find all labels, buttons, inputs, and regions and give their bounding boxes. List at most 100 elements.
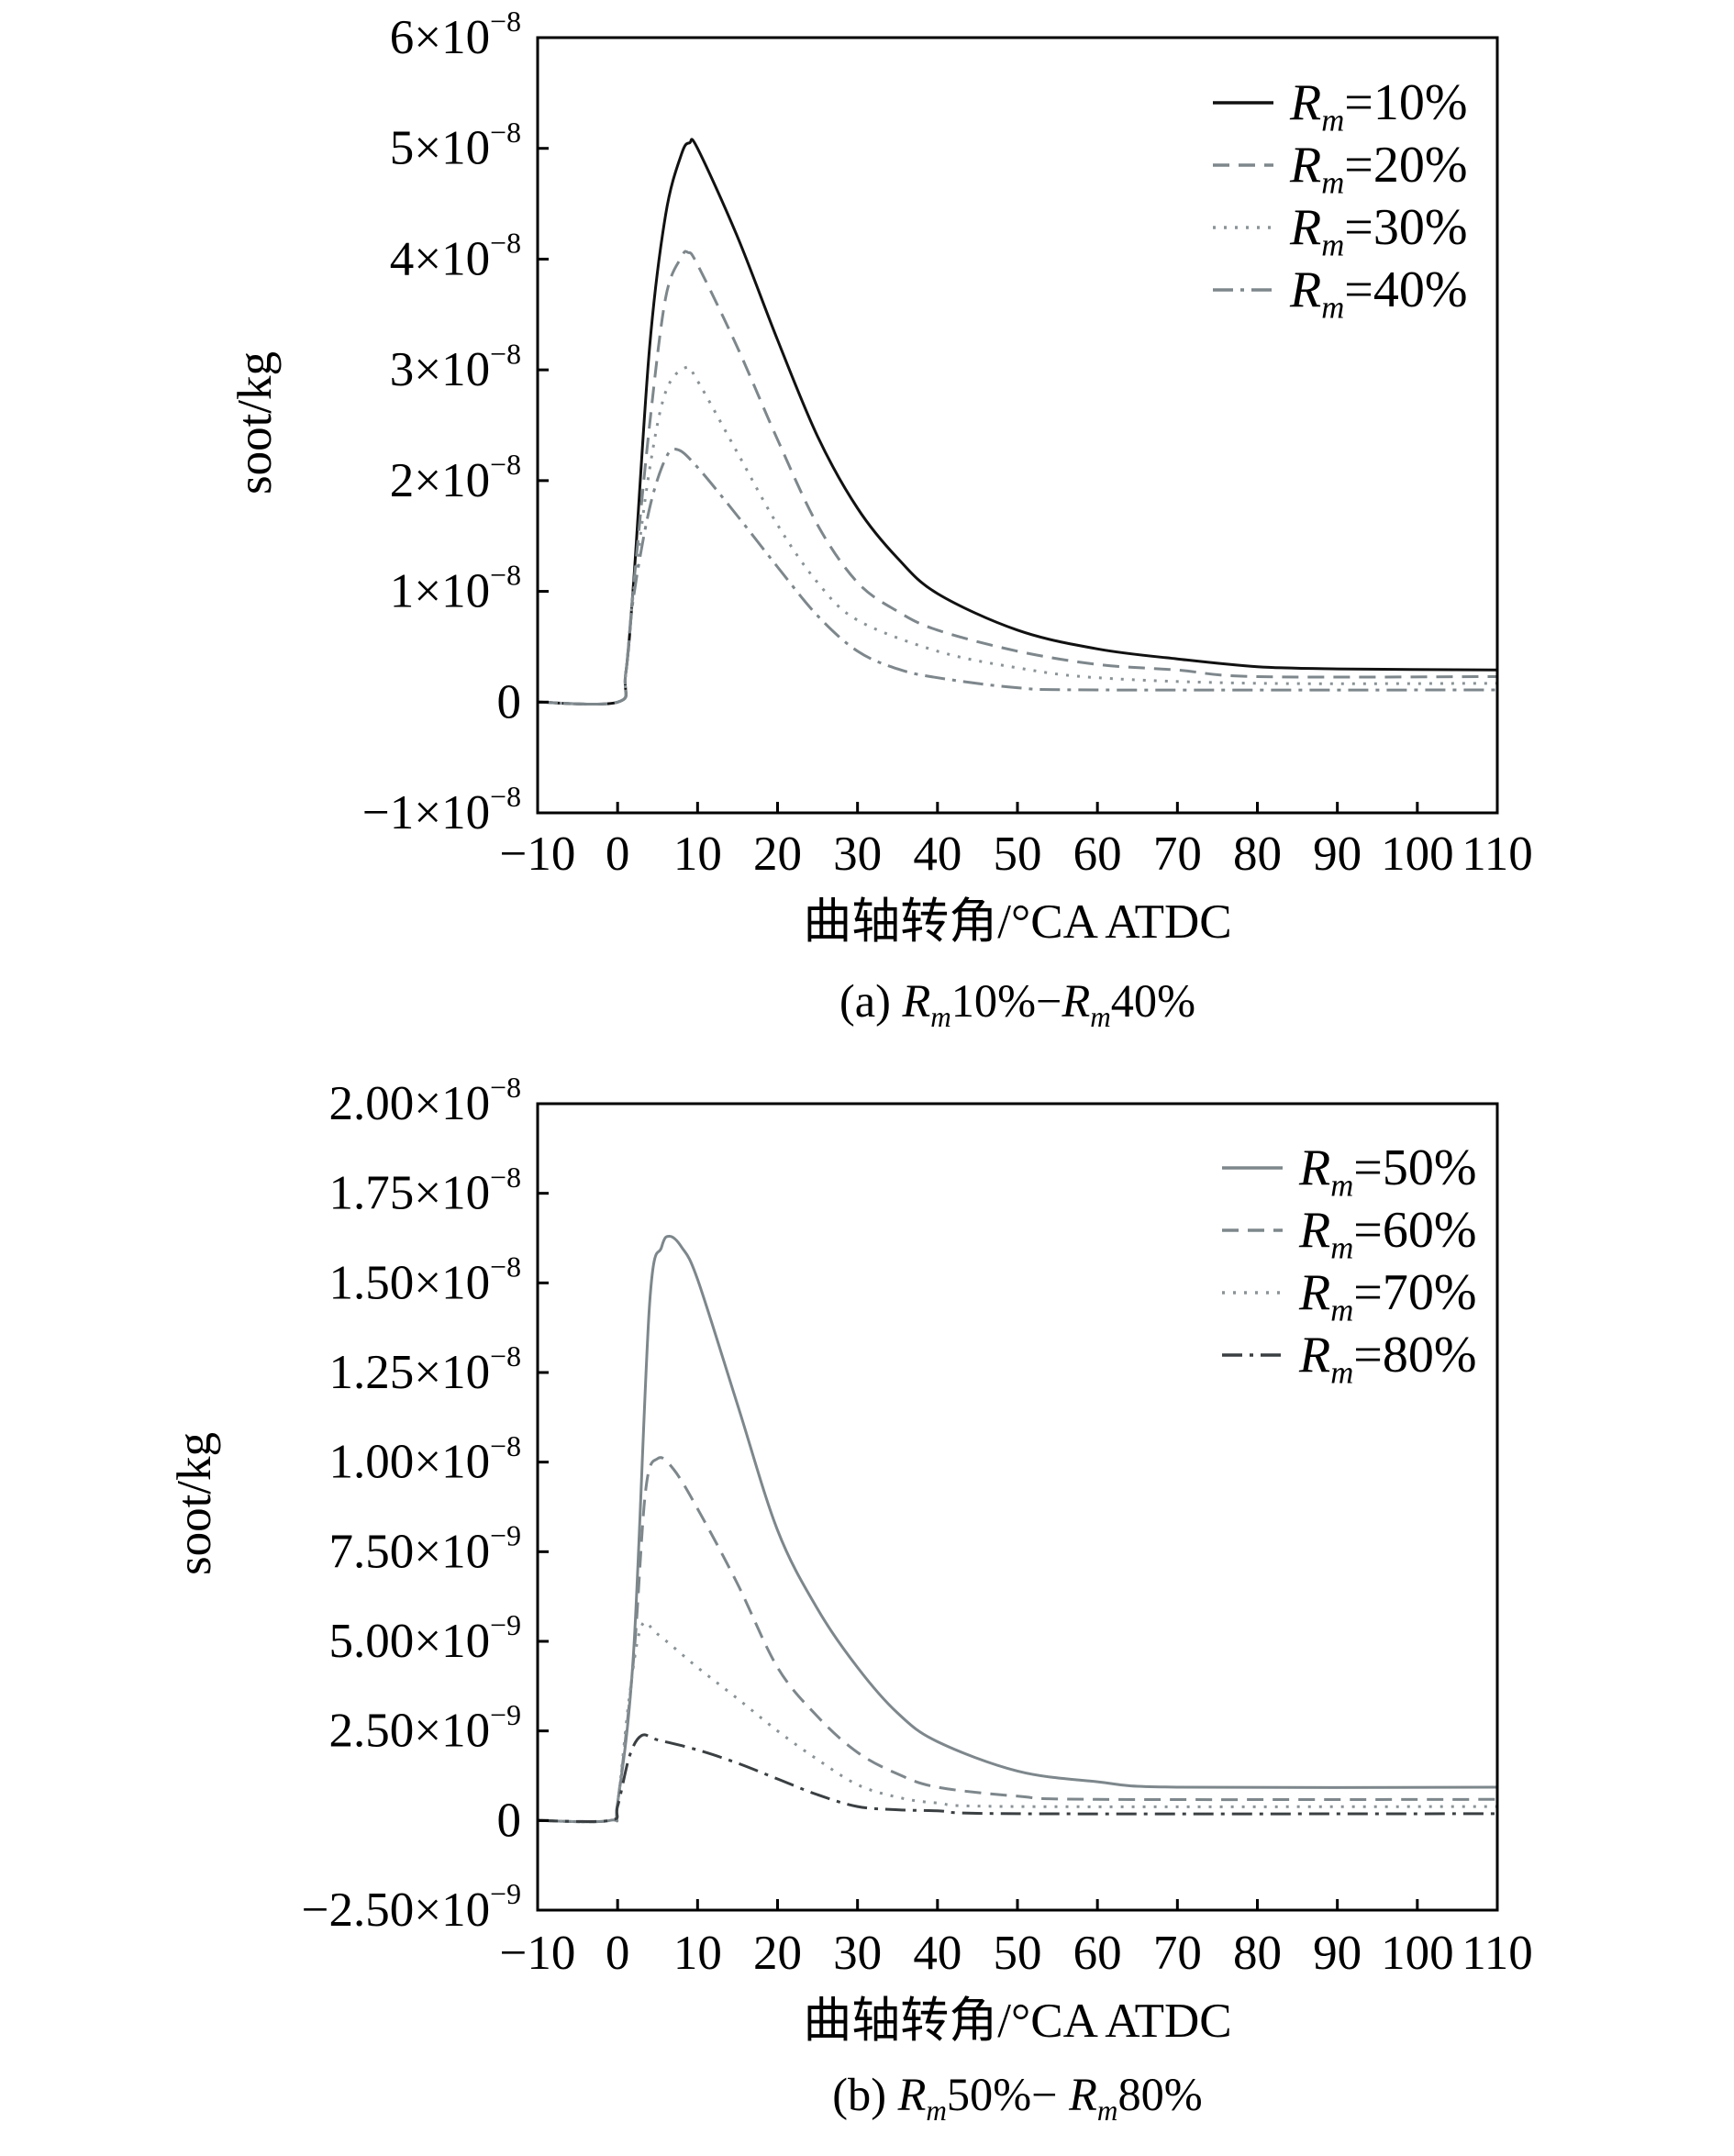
- tick-mantissa: 6×10: [390, 11, 490, 64]
- symbol: R: [1068, 2069, 1097, 2120]
- y-tick-label: 1.50×10−8: [329, 1250, 521, 1309]
- tick-mantissa: 1×10: [390, 565, 490, 618]
- tick-exponent: −8: [490, 1340, 521, 1373]
- subscript: m: [926, 2095, 947, 2127]
- series-line-2: [537, 1456, 1498, 1824]
- series-line-2: [537, 250, 1498, 706]
- tick-mantissa: 0: [497, 675, 522, 728]
- tick-exponent: −8: [490, 1430, 521, 1462]
- tick-exponent: −8: [490, 1072, 521, 1104]
- tick-exponent: −9: [490, 1878, 521, 1910]
- series-line-3: [537, 1620, 1498, 1824]
- y-tick-label: 5.00×10−9: [329, 1609, 521, 1668]
- chart-panel-b: −10 0 10 20 30 40 50 60 70 80 90 100 1102.00×10−81.7…: [168, 1072, 1533, 2127]
- legend-label-1: Rm=10%: [1289, 74, 1468, 138]
- symbol: R: [897, 2069, 927, 2120]
- y-tick-label: 1.75×10−8: [329, 1161, 521, 1220]
- x-tick-label: 80: [1233, 1927, 1282, 1980]
- tick-mantissa: 0: [497, 1794, 522, 1847]
- symbol: R: [901, 975, 930, 1027]
- panel-caption: (a) Rm10%−Rm40%: [839, 975, 1195, 1033]
- legend-label-3: Rm=30%: [1289, 199, 1468, 262]
- x-tick-label: 50: [994, 1927, 1042, 1980]
- value-text: =50%: [1353, 1139, 1476, 1196]
- tick-mantissa: 3×10: [390, 343, 490, 396]
- x-axis-label: 曲轴转角/°CA ATDC: [803, 895, 1231, 949]
- symbol: R: [1289, 261, 1321, 318]
- tick-mantissa: 2×10: [390, 454, 490, 507]
- subscript: m: [1321, 102, 1344, 138]
- x-tick-label: 100: [1381, 828, 1454, 881]
- subscript: m: [1321, 227, 1344, 262]
- value-text: =40%: [1344, 261, 1467, 318]
- legend-label-2: Rm=60%: [1298, 1202, 1477, 1265]
- tick-exponent: −8: [490, 228, 521, 260]
- x-tick-label: 70: [1153, 828, 1202, 881]
- value-text: =60%: [1353, 1202, 1476, 1259]
- x-tick-label: 60: [1073, 828, 1122, 881]
- y-axis-label: soot/kg: [168, 1432, 221, 1575]
- y-tick-label: 0: [497, 675, 522, 728]
- tick-exponent: −9: [490, 1699, 521, 1731]
- tick-mantissa: 2.00×10: [329, 1077, 491, 1130]
- legend-label-4: Rm=80%: [1298, 1327, 1477, 1390]
- x-tick-label: 10: [673, 828, 722, 881]
- tick-mantissa: 1.00×10: [329, 1436, 491, 1489]
- tick-exponent: −8: [490, 560, 521, 592]
- series-line-4: [537, 1733, 1498, 1823]
- legend-label-4: Rm=40%: [1289, 261, 1468, 325]
- chart-panel-a: −10 0 10 20 30 40 50 60 70 80 90 100 1106×10−85×10−8…: [228, 6, 1533, 1033]
- x-tick-label: 100: [1381, 1927, 1454, 1980]
- x-tick-label: −10: [500, 828, 576, 881]
- value-text: =20%: [1344, 137, 1467, 194]
- y-tick-label: 0: [497, 1794, 522, 1847]
- tick-mantissa: 2.50×10: [329, 1705, 491, 1758]
- tick-mantissa: 7.50×10: [329, 1525, 491, 1578]
- x-tick-label: 30: [833, 1927, 882, 1980]
- legend-label-3: Rm=70%: [1298, 1264, 1477, 1328]
- symbol: R: [1289, 199, 1321, 256]
- value-text: 50%−: [947, 2069, 1069, 2120]
- value-text: =10%: [1344, 74, 1467, 131]
- subscript: m: [1330, 1292, 1353, 1328]
- symbol: R: [1298, 1139, 1330, 1196]
- x-tick-label: 70: [1153, 1927, 1202, 1980]
- x-tick-label: 40: [913, 828, 961, 881]
- tick-exponent: −8: [490, 1250, 521, 1283]
- value-text: =70%: [1353, 1264, 1476, 1321]
- y-tick-label: 7.50×10−9: [329, 1519, 521, 1578]
- tick-mantissa: −1×10: [362, 786, 490, 839]
- x-tick-label: 30: [833, 828, 882, 881]
- x-tick-label: 0: [606, 828, 630, 881]
- x-tick-label: 20: [753, 828, 802, 881]
- subscript: m: [1090, 1001, 1111, 1033]
- series-line-1: [537, 138, 1498, 706]
- y-tick-label: 1.25×10−8: [329, 1340, 521, 1399]
- tick-exponent: −9: [490, 1609, 521, 1641]
- symbol: R: [1289, 137, 1321, 194]
- tick-exponent: −8: [490, 117, 521, 149]
- legend: Rm=50%Rm=60%Rm=70%Rm=80%: [1222, 1139, 1477, 1390]
- x-tick-label: −10: [500, 1927, 576, 1980]
- tick-mantissa: 4×10: [390, 232, 490, 285]
- y-tick-label: 1.00×10−8: [329, 1430, 521, 1489]
- legend-label-1: Rm=50%: [1298, 1139, 1477, 1203]
- tick-mantissa: 1.50×10: [329, 1256, 491, 1309]
- tick-exponent: −8: [490, 449, 521, 481]
- tick-mantissa: 1.25×10: [329, 1346, 491, 1399]
- subscript: m: [930, 1001, 951, 1033]
- value-text: =80%: [1353, 1327, 1476, 1384]
- y-axis-label: soot/kg: [228, 351, 282, 495]
- symbol: R: [1298, 1327, 1330, 1384]
- y-tick-label: −2.50×10−9: [302, 1878, 521, 1937]
- symbol: R: [1289, 74, 1321, 131]
- subscript: m: [1330, 1354, 1353, 1390]
- x-tick-label: 90: [1313, 1927, 1362, 1980]
- subscript: m: [1097, 2095, 1118, 2127]
- panel-caption: (b) Rm50%− Rm80%: [832, 2069, 1202, 2127]
- value-text: =30%: [1344, 199, 1467, 256]
- y-tick-label: 3×10−8: [390, 338, 521, 396]
- subscript: m: [1321, 289, 1344, 325]
- caption-prefix: (a): [839, 975, 902, 1027]
